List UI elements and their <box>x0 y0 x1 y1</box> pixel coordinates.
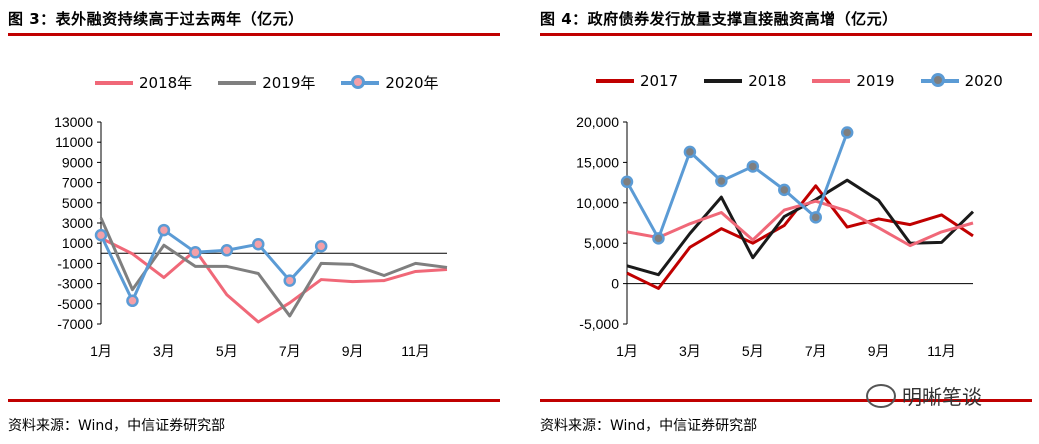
y-tick-label: -7000 <box>57 316 93 332</box>
series-line-2019 <box>626 199 974 248</box>
source-rule <box>8 399 500 402</box>
legend-swatch-2019 <box>218 76 257 90</box>
y-tick-label: 10,000 <box>576 195 619 211</box>
legend-swatch-2019 <box>812 74 851 88</box>
series-line-2018年 <box>100 236 448 324</box>
y-tick-label: -1000 <box>57 255 93 271</box>
data-point-2020 <box>840 126 854 139</box>
x-tick-label: 1月 <box>90 343 112 359</box>
legend-swatch-2020 <box>920 73 959 88</box>
x-tick-label: 3月 <box>153 343 175 359</box>
x-tick-label: 7月 <box>805 343 827 359</box>
x-tick-label: 3月 <box>679 343 701 359</box>
line-chart-left: 13000 11000 9000 7000 5000 3000 1000 -1000 -3000… <box>54 114 448 359</box>
source-rule <box>540 399 1032 402</box>
legend-item-2018: 2018 <box>704 72 786 90</box>
watermark-text: 明晰笔谈 <box>902 385 982 409</box>
data-point-2020年 <box>94 228 108 242</box>
data-point-2020 <box>746 160 760 173</box>
y-tick-label: 5,000 <box>584 235 619 251</box>
x-tick-label: 9月 <box>868 343 890 359</box>
series-line-2019年 <box>99 217 448 318</box>
x-tick-label: 7月 <box>279 343 301 359</box>
data-point-2020年 <box>157 223 171 237</box>
x-tick-label: 11月 <box>401 343 430 359</box>
legend: 2017 2018 2019 2020 <box>596 72 1003 90</box>
data-point-2020 <box>620 175 634 189</box>
x-tick-label: 9月 <box>342 343 364 359</box>
y-tick-label: 15,000 <box>576 154 619 170</box>
y-tick-label: 0 <box>611 276 619 292</box>
title-rule <box>540 33 1032 36</box>
legend-item-2019: 2019 <box>812 72 895 90</box>
legend-item-2020: 2020年 <box>341 72 439 93</box>
legend-swatch-2018 <box>704 74 743 88</box>
legend-label-2017: 2017 <box>640 72 679 90</box>
y-tick-label: -3000 <box>57 276 93 292</box>
y-tick-label: -5,000 <box>579 316 619 332</box>
figure-title: 图 3：表外融资持续高于过去两年（亿元） <box>8 10 304 28</box>
chart-panel-left: 图 3：表外融资持续高于过去两年（亿元） 2018年 2019年 2020年 1… <box>0 0 505 444</box>
legend-item-2019: 2019年 <box>218 72 315 93</box>
legend-swatch-2018 <box>95 76 133 90</box>
data-point-2020 <box>652 232 665 245</box>
series-line-2020 <box>625 131 849 240</box>
data-point-2020年 <box>314 239 328 253</box>
data-point-2020 <box>715 174 728 188</box>
legend-item-2018: 2018年 <box>95 72 192 93</box>
series-line-2017 <box>626 184 974 290</box>
wechat-icon <box>866 383 896 408</box>
watermark: 明晰笔谈 <box>866 381 982 410</box>
x-tick-label: 1月 <box>616 343 638 359</box>
chart-panel-right: 图 4：政府债券发行放量支撑直接融资高增（亿元） 2017 2018 2019 … <box>532 0 1039 444</box>
legend-label-2020: 2020年 <box>385 74 439 92</box>
source-note: 资料来源：Wind，中信证券研究部 <box>8 418 226 434</box>
y-tick-label: 20,000 <box>576 114 619 130</box>
legend-label-2018: 2018 <box>748 72 787 90</box>
y-tick-label: 7000 <box>62 175 93 191</box>
data-point-2020 <box>683 145 697 159</box>
y-tick-label: 5000 <box>62 195 93 211</box>
legend: 2018年 2019年 2020年 <box>95 72 439 93</box>
y-tick-label: 1000 <box>62 235 93 251</box>
legend-label-2019: 2019年 <box>262 74 316 92</box>
y-tick-label: 3000 <box>62 215 93 231</box>
x-tick-label: 11月 <box>927 343 956 359</box>
y-tick-label: -5000 <box>57 296 93 312</box>
series-line-2020年 <box>99 228 323 303</box>
legend-label-2020: 2020 <box>964 72 1003 90</box>
legend-item-2020: 2020 <box>920 72 1003 90</box>
line-chart-right: 20,000 15,000 10,000 5,000 0 -5,000 1月 3月 5月 7月 9月… <box>576 114 975 359</box>
legend-item-2017: 2017 <box>596 72 678 90</box>
figure-title: 图 4：政府债券发行放量支撑直接融资高增（亿元） <box>540 10 898 28</box>
data-point-2020 <box>778 183 791 197</box>
source-note: 资料来源：Wind，中信证券研究部 <box>540 418 758 434</box>
legend-swatch-2020 <box>341 74 380 90</box>
legend-label-2019: 2019 <box>856 72 895 90</box>
y-tick-label: 11000 <box>55 134 93 150</box>
data-point-2020年 <box>189 246 202 259</box>
data-point-2020年 <box>283 274 296 287</box>
x-tick-label: 5月 <box>742 343 764 359</box>
data-point-2020 <box>809 211 822 224</box>
data-point-2020年 <box>126 294 139 308</box>
y-tick-label: 9000 <box>62 154 93 170</box>
legend-label-2018: 2018年 <box>139 74 193 92</box>
x-tick-label: 5月 <box>216 343 238 359</box>
data-point-2020年 <box>252 237 265 251</box>
y-tick-label: 13000 <box>54 114 93 130</box>
title-rule <box>8 33 500 36</box>
legend-swatch-2017 <box>596 74 634 88</box>
data-point-2020年 <box>220 244 234 257</box>
